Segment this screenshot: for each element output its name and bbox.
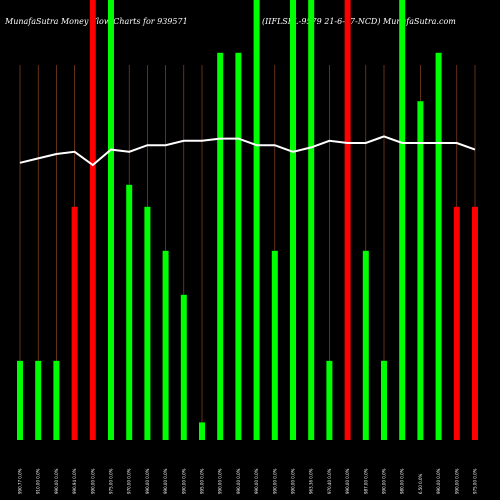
bar <box>381 360 387 440</box>
bar <box>253 0 260 440</box>
bar <box>326 360 333 440</box>
bar <box>235 52 242 441</box>
x-tick-label: 995.00 0.0% <box>200 468 205 494</box>
bar <box>435 52 442 441</box>
bar <box>271 250 278 440</box>
x-tick-label: 990.00 0.0% <box>291 468 296 494</box>
x-tick-label: 970.00 0.0% <box>127 468 132 494</box>
bar <box>417 101 424 440</box>
x-tick-label: 990.00 0.0% <box>454 468 459 494</box>
x-tick-label: 990.77 0.0% <box>18 468 23 494</box>
bar <box>472 206 478 440</box>
bar <box>144 206 151 440</box>
x-tick-label: 910.00 0.0% <box>36 468 41 494</box>
bar <box>71 206 78 440</box>
bar <box>453 206 460 440</box>
x-tick-label: 990.00 0.0% <box>145 468 150 494</box>
x-tick-label: 990.00 0.0% <box>254 468 259 494</box>
gridlines <box>19 65 476 440</box>
x-tick-label: 990.00 0.0% <box>272 468 277 494</box>
x-tick-label: 990.00 0.0% <box>382 468 387 494</box>
bar <box>126 184 133 440</box>
bar <box>89 0 96 440</box>
bar <box>180 294 187 440</box>
x-tick-label: 975.00 0.0% <box>473 468 478 494</box>
bar <box>399 0 406 440</box>
bar <box>35 360 42 440</box>
x-tick-label: 6.50 0.0% <box>418 473 423 494</box>
x-tick-label: 990.00 0.0% <box>54 468 59 494</box>
x-tick-label: 990.00 0.0% <box>345 468 350 494</box>
bars <box>17 0 478 441</box>
x-tick-label: 990.00 0.0% <box>163 468 168 494</box>
x-tick-label: 990.00 0.0% <box>436 468 441 494</box>
bar <box>344 0 351 440</box>
bar <box>308 0 315 440</box>
bar <box>362 250 369 440</box>
x-tick-label: 990.00 0.0% <box>181 468 186 494</box>
x-tick-label: 970.40 0.0% <box>327 468 332 494</box>
x-tick-label: 990.94 0.0% <box>72 468 77 494</box>
bar <box>217 52 224 441</box>
bar <box>162 250 169 440</box>
x-tick-label: 980.00 0.0% <box>400 468 405 494</box>
x-tick-label: 975.00 0.0% <box>109 468 114 494</box>
bar <box>199 422 205 440</box>
x-tick-label: 990.00 0.0% <box>218 468 223 494</box>
x-tick-label: 987.00 0.0% <box>363 468 368 494</box>
money-flow-line <box>19 135 476 167</box>
x-tick-label: 963.36 0.0% <box>309 468 314 494</box>
x-tick-label: 990.00 0.0% <box>90 468 95 494</box>
x-tick-label: 990.00 0.0% <box>236 468 241 494</box>
bar <box>53 360 60 440</box>
chart-title-right: (IIFLSFL-9579 21-6-27-NCD) MunafaSutra.c… <box>262 17 456 26</box>
chart-title-left: MunafaSutra Money Flow Charts for 939571 <box>5 17 188 26</box>
bar <box>17 360 23 440</box>
bar <box>290 0 296 440</box>
x-axis-labels: 990.77 0.0% 910.00 0.0% 990.00 0.0% 990.94 … <box>18 468 478 494</box>
bar <box>108 0 114 440</box>
